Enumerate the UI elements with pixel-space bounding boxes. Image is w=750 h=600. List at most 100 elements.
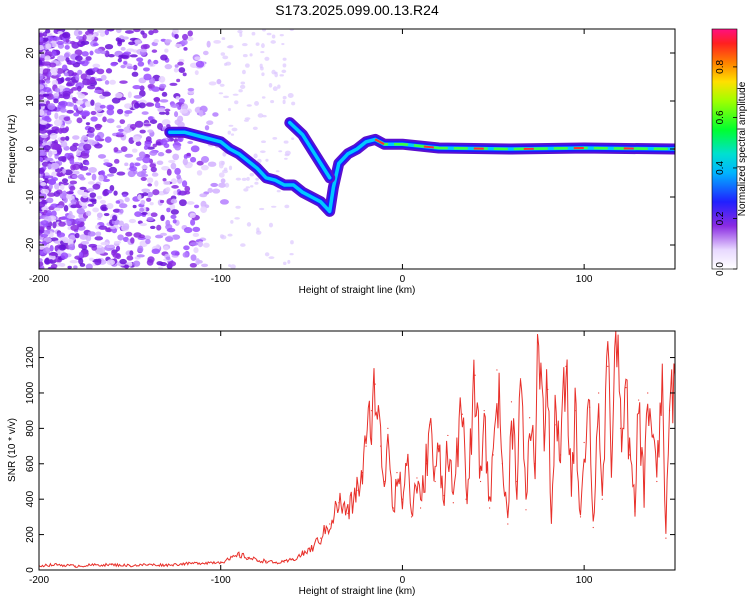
- noise-dot: [46, 197, 54, 204]
- snr-point: [229, 558, 231, 560]
- noise-dot: [99, 50, 107, 55]
- noise-dot: [194, 56, 201, 61]
- snr-point: [365, 445, 367, 447]
- noise-dot: [169, 203, 176, 211]
- noise-dot: [106, 244, 115, 249]
- snr-point: [420, 507, 422, 509]
- noise-dot: [55, 168, 62, 173]
- noise-dot: [138, 151, 146, 159]
- noise-dot: [65, 136, 70, 141]
- noise-dot: [50, 162, 60, 170]
- noise-dot: [100, 204, 109, 212]
- noise-dot: [58, 221, 66, 227]
- noise-dot: [192, 226, 201, 233]
- snr-point: [247, 557, 249, 559]
- noise-dot: [261, 96, 266, 99]
- noise-dot: [106, 259, 116, 266]
- noise-dot: [163, 245, 169, 251]
- snr-y-tick-label: 0: [25, 567, 36, 573]
- noise-dot: [190, 156, 197, 163]
- noise-dot: [81, 110, 91, 117]
- noise-dot: [186, 36, 194, 41]
- noise-dot: [140, 30, 145, 35]
- noise-dot: [272, 137, 278, 140]
- noise-dot: [90, 116, 98, 122]
- snr-point: [652, 436, 654, 438]
- noise-dot: [276, 189, 281, 193]
- noise-dot: [96, 212, 103, 218]
- snr-point: [656, 480, 658, 483]
- noise-dot: [241, 43, 248, 47]
- noise-dot: [206, 120, 214, 126]
- noise-dot: [102, 116, 107, 123]
- noise-dot: [39, 59, 43, 65]
- noise-dot: [83, 143, 92, 151]
- snr-point: [525, 509, 527, 511]
- noise-dot: [187, 140, 194, 145]
- noise-dot: [107, 54, 115, 58]
- noise-dot: [230, 220, 234, 224]
- noise-dot: [129, 166, 138, 172]
- noise-dot: [39, 173, 42, 177]
- noise-dot: [165, 219, 171, 227]
- colorbar-tick-label: 0.2: [715, 211, 726, 225]
- noise-dot: [117, 57, 122, 63]
- noise-dot: [98, 225, 108, 230]
- noise-dot: [46, 225, 52, 230]
- noise-dot: [237, 29, 243, 34]
- snr-point: [383, 480, 385, 483]
- noise-dot: [244, 63, 250, 68]
- snr-point: [607, 365, 609, 368]
- snr-point: [201, 562, 204, 564]
- noise-dot: [50, 237, 59, 242]
- noise-dot: [123, 60, 128, 65]
- noise-dot: [146, 177, 154, 184]
- noise-dot: [59, 236, 69, 241]
- noise-dot: [183, 245, 190, 251]
- noise-dot: [187, 87, 195, 92]
- noise-dot: [239, 84, 246, 89]
- noise-dot: [39, 167, 45, 175]
- noise-dot: [64, 44, 70, 50]
- snr-point: [625, 387, 627, 389]
- ridge-trace: [164, 117, 675, 217]
- noise-dot: [84, 100, 92, 108]
- noise-dot: [53, 191, 61, 197]
- noise-dot: [193, 247, 199, 254]
- noise-dot: [80, 240, 90, 245]
- noise-dot: [161, 166, 170, 171]
- noise-dot: [53, 98, 59, 104]
- noise-dot: [149, 61, 154, 67]
- noise-dot: [66, 191, 74, 195]
- snr-point: [647, 392, 649, 394]
- noise-dot: [95, 231, 102, 237]
- noise-dot: [86, 34, 95, 41]
- noise-dot: [128, 262, 133, 267]
- noise-dot: [89, 76, 96, 84]
- noise-dot: [200, 164, 209, 171]
- noise-dot: [160, 214, 165, 222]
- noise-dot: [80, 73, 88, 81]
- noise-dot: [63, 52, 70, 59]
- noise-dot: [140, 199, 146, 205]
- noise-dot: [91, 199, 97, 205]
- noise-dot: [149, 150, 158, 156]
- noise-dot: [77, 69, 83, 75]
- noise-dot: [69, 145, 78, 152]
- noise-dot: [155, 141, 162, 146]
- noise-dot: [221, 160, 225, 166]
- noise-dot: [116, 125, 122, 129]
- snr-point: [470, 440, 473, 442]
- noise-dot: [81, 191, 89, 199]
- noise-dot: [103, 158, 110, 163]
- noise-dot: [44, 257, 51, 264]
- noise-dot: [115, 200, 121, 204]
- noise-dot: [189, 98, 195, 104]
- noise-dot: [268, 222, 274, 228]
- snr-point: [588, 406, 591, 408]
- noise-dot: [40, 226, 45, 230]
- noise-dot: [184, 190, 191, 195]
- spectrogram-x-tick-label: -100: [211, 274, 231, 285]
- noise-dot: [138, 102, 146, 109]
